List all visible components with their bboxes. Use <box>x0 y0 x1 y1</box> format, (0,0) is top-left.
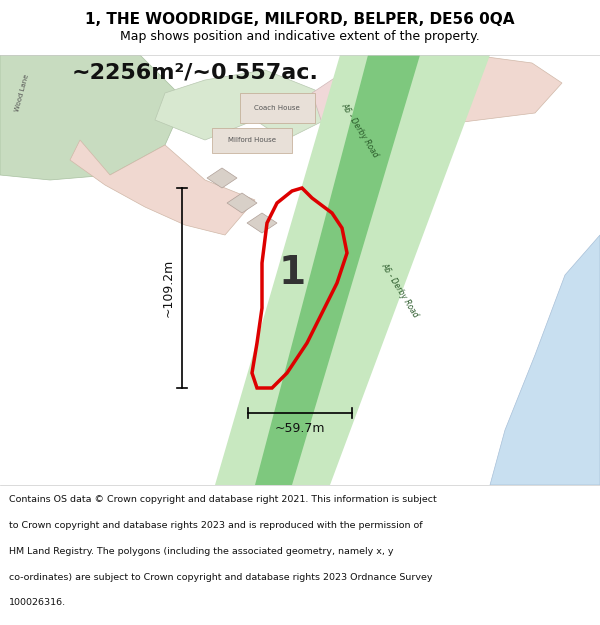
Polygon shape <box>212 128 292 153</box>
Polygon shape <box>255 55 420 485</box>
Text: ~2256m²/~0.557ac.: ~2256m²/~0.557ac. <box>71 63 319 83</box>
Text: co-ordinates) are subject to Crown copyright and database rights 2023 Ordnance S: co-ordinates) are subject to Crown copyr… <box>9 572 433 581</box>
Text: to Crown copyright and database rights 2023 and is reproduced with the permissio: to Crown copyright and database rights 2… <box>9 521 422 530</box>
Text: A6 - Derby Road: A6 - Derby Road <box>380 261 421 319</box>
Polygon shape <box>70 140 255 235</box>
Text: ~59.7m: ~59.7m <box>275 421 325 434</box>
Text: 100026316.: 100026316. <box>9 598 66 608</box>
Text: Map shows position and indicative extent of the property.: Map shows position and indicative extent… <box>120 30 480 43</box>
Polygon shape <box>490 235 600 485</box>
Text: HM Land Registry. The polygons (including the associated geometry, namely x, y: HM Land Registry. The polygons (includin… <box>9 547 394 556</box>
Polygon shape <box>240 93 315 123</box>
Text: 1: 1 <box>278 254 305 292</box>
Text: ~109.2m: ~109.2m <box>161 259 175 317</box>
Polygon shape <box>215 55 490 485</box>
Text: Coach House: Coach House <box>254 105 300 111</box>
Polygon shape <box>312 63 462 143</box>
Polygon shape <box>207 168 237 188</box>
Polygon shape <box>247 213 277 233</box>
Text: Contains OS data © Crown copyright and database right 2021. This information is : Contains OS data © Crown copyright and d… <box>9 495 437 504</box>
Polygon shape <box>155 70 325 140</box>
Text: Wood Lane: Wood Lane <box>14 74 30 112</box>
Text: A6 - Derby Road: A6 - Derby Road <box>340 101 380 159</box>
Polygon shape <box>227 193 257 213</box>
Text: 1, THE WOODRIDGE, MILFORD, BELPER, DE56 0QA: 1, THE WOODRIDGE, MILFORD, BELPER, DE56 … <box>85 12 515 27</box>
Polygon shape <box>0 55 185 180</box>
Text: Milford House: Milford House <box>228 137 276 143</box>
Polygon shape <box>392 55 562 123</box>
